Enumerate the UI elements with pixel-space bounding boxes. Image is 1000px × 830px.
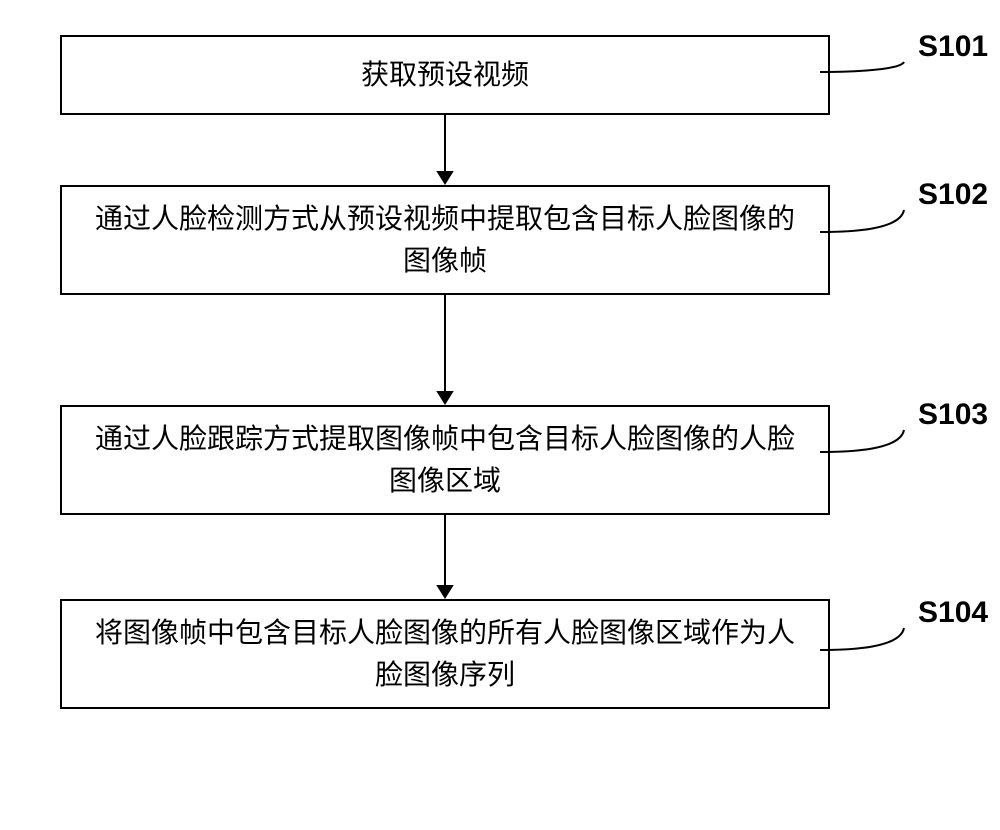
step-box-s102: 通过人脸检测方式从预设视频中提取包含目标人脸图像的图像帧: [60, 185, 830, 295]
step-box-s103: 通过人脸跟踪方式提取图像帧中包含目标人脸图像的人脸图像区域: [60, 405, 830, 515]
step-label-s104: S104: [918, 596, 988, 630]
arrow-s102-s103: [60, 295, 830, 405]
arrow-s103-s104: [60, 515, 830, 599]
step-text: 将图像帧中包含目标人脸图像的所有人脸图像区域作为人脸图像序列: [82, 612, 808, 696]
step-text: 获取预设视频: [361, 54, 529, 96]
arrow-down-icon: [425, 115, 465, 185]
step-text: 通过人脸检测方式从预设视频中提取包含目标人脸图像的图像帧: [82, 198, 808, 282]
step-box-s101: 获取预设视频: [60, 35, 830, 115]
arrow-down-icon: [425, 295, 465, 405]
step-text: 通过人脸跟踪方式提取图像帧中包含目标人脸图像的人脸图像区域: [82, 418, 808, 502]
step-label-s102: S102: [918, 178, 988, 212]
arrow-down-icon: [425, 515, 465, 599]
step-label-s101: S101: [918, 30, 988, 64]
step-label-s103: S103: [918, 398, 988, 432]
arrow-s101-s102: [60, 115, 830, 185]
step-box-s104: 将图像帧中包含目标人脸图像的所有人脸图像区域作为人脸图像序列: [60, 599, 830, 709]
flowchart-container: 获取预设视频 通过人脸检测方式从预设视频中提取包含目标人脸图像的图像帧 通过人脸…: [60, 35, 860, 709]
